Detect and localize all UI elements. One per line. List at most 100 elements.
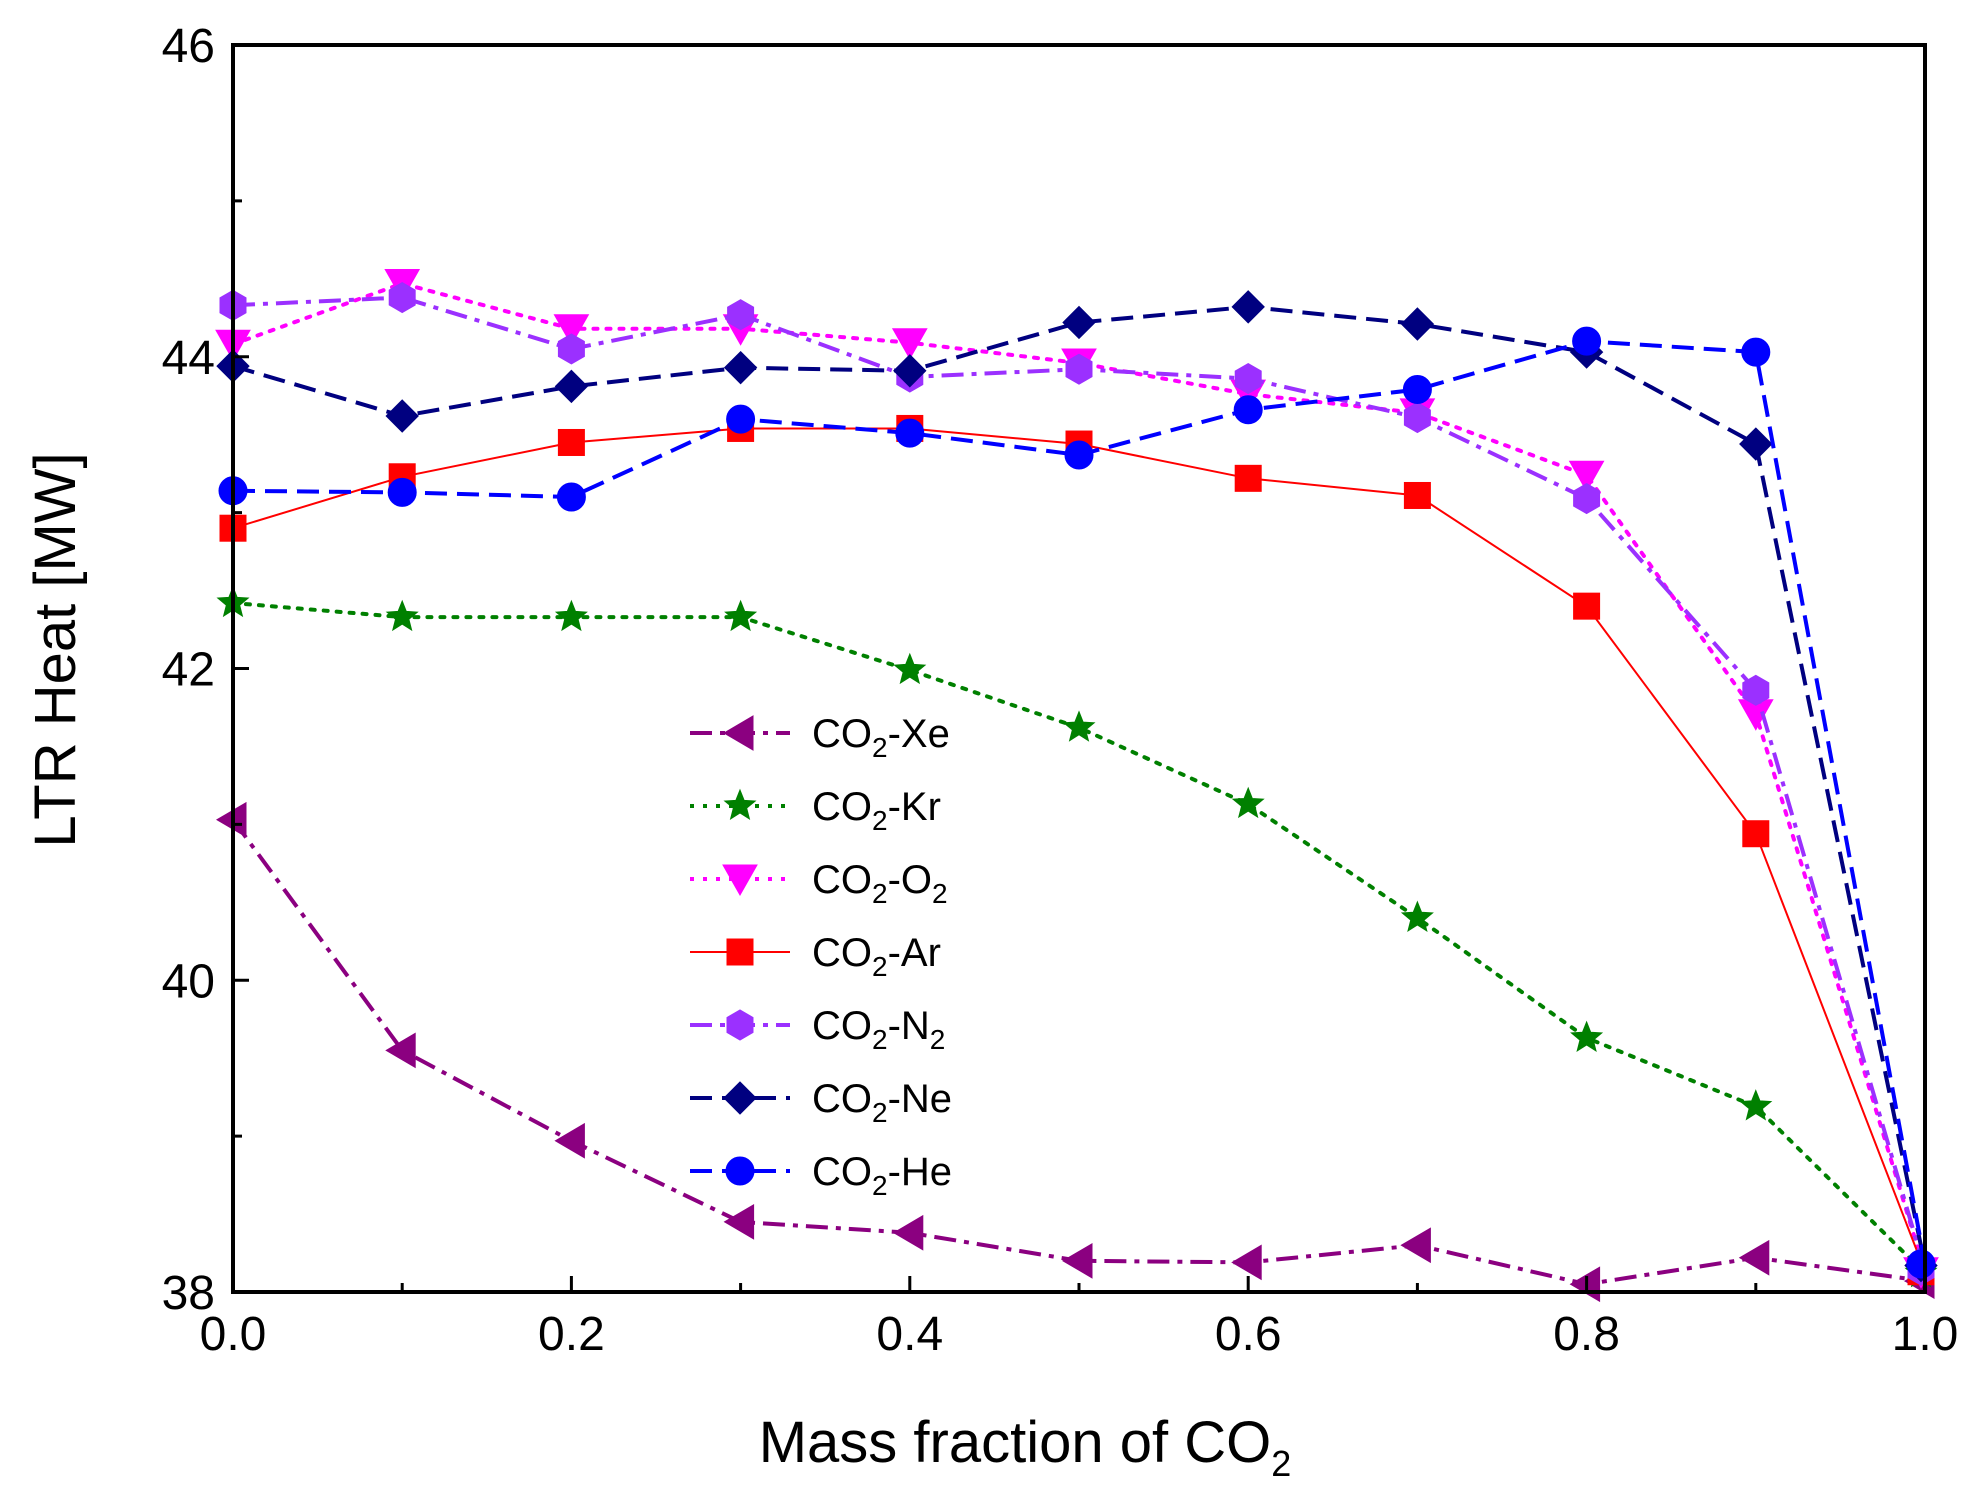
- legend-item-co2-o2: CO2-O2: [690, 858, 948, 909]
- data-point-co2-xe: [1231, 1244, 1262, 1281]
- x-tick-label: 0.6: [1215, 1308, 1282, 1361]
- data-point-co2-ne: [385, 399, 419, 433]
- data-point-co2-n2: [1573, 483, 1601, 515]
- data-point-co2-xe: [1400, 1227, 1431, 1264]
- data-point-co2-ar: [557, 428, 585, 456]
- data-point-co2-kr: [1231, 786, 1265, 819]
- data-point-co2-xe: [723, 1203, 755, 1240]
- legend-marker: [726, 1009, 754, 1041]
- legend-marker: [723, 1081, 757, 1115]
- data-point-co2-ar: [1573, 592, 1601, 620]
- series-layer: [215, 268, 1939, 1303]
- data-point-co2-o2: [891, 328, 928, 360]
- data-point-co2-n2: [388, 281, 416, 314]
- series-co2-o2: [215, 268, 1939, 1289]
- data-point-co2-kr: [1062, 710, 1096, 742]
- legend-item-co2-kr: CO2-Kr: [690, 785, 941, 836]
- data-point-co2-ne: [1400, 307, 1435, 341]
- data-point-co2-xe: [1738, 1239, 1770, 1276]
- x-tick-label: 0.2: [538, 1308, 605, 1361]
- y-axis-title: LTR Heat [MW]: [23, 452, 88, 847]
- y-tick-label: 44: [162, 332, 215, 385]
- legend-marker: [723, 788, 757, 821]
- y-tick-label: 46: [162, 20, 215, 73]
- legend-item-co2-ne: CO2-Ne: [690, 1077, 952, 1128]
- data-point-co2-kr: [1400, 900, 1434, 932]
- data-point-co2-kr: [1570, 1020, 1604, 1052]
- legend-label: CO2-Kr: [812, 785, 941, 836]
- legend-label: CO2-He: [812, 1150, 952, 1201]
- x-tick-label: 0.0: [200, 1308, 267, 1361]
- data-point-co2-ne: [1231, 290, 1265, 324]
- data-point-co2-he: [556, 482, 586, 512]
- legend-label: CO2-Xe: [812, 712, 950, 763]
- data-point-co2-ne: [893, 354, 927, 388]
- series-line-co2-he: [232, 339, 1927, 1265]
- data-point-co2-ne: [1062, 305, 1096, 340]
- data-point-co2-he: [1906, 1249, 1936, 1279]
- series-co2-he: [218, 326, 1936, 1279]
- x-tick-label: 0.8: [1553, 1308, 1620, 1361]
- legend-marker: [726, 938, 754, 966]
- data-point-co2-n2: [1065, 353, 1093, 385]
- series-line-co2-ar: [232, 427, 1926, 1273]
- series-co2-ar: [219, 414, 1935, 1286]
- legend-item-co2-xe: CO2-Xe: [690, 712, 950, 763]
- data-point-co2-he: [726, 404, 756, 434]
- series-co2-kr: [216, 585, 1938, 1288]
- data-point-co2-ne: [723, 350, 758, 385]
- legend-label: CO2-Ne: [812, 1077, 952, 1128]
- legend-label: CO2-O2: [812, 858, 948, 909]
- data-point-co2-he: [387, 477, 417, 507]
- data-point-co2-xe: [385, 1032, 416, 1069]
- data-point-co2-ne: [554, 369, 589, 404]
- legend-marker: [722, 864, 758, 897]
- data-point-co2-n2: [557, 333, 585, 365]
- data-point-co2-n2: [1403, 401, 1431, 434]
- data-point-co2-kr: [385, 599, 419, 632]
- data-point-co2-he: [1064, 440, 1094, 470]
- data-point-co2-he: [895, 418, 925, 448]
- data-point-co2-ar: [1403, 481, 1431, 509]
- data-point-co2-kr: [1739, 1089, 1773, 1121]
- data-point-co2-n2: [727, 299, 755, 331]
- legend-item-co2-he: CO2-He: [690, 1150, 952, 1201]
- data-point-co2-o2: [553, 314, 590, 346]
- x-axis-title-subscript: 2: [1271, 1443, 1291, 1484]
- data-point-co2-kr: [554, 599, 588, 632]
- y-tick-label: 38: [162, 1267, 215, 1320]
- x-tick-label: 1.0: [1892, 1308, 1959, 1361]
- data-point-co2-he: [1741, 337, 1771, 367]
- series-co2-xe: [216, 801, 1935, 1303]
- legend: CO2-Xe CO2-Kr CO2-O2 CO2-Ar CO2-N2 CO2-Ne CO2-…: [690, 712, 952, 1201]
- data-point-co2-he: [1572, 326, 1602, 356]
- ticks-layer: 0.0 0.2 0.4 0.6 0.8 1.0 38 40 42 44 46: [162, 20, 1959, 1361]
- series-co2-ne: [216, 290, 1938, 1283]
- legend-item-co2-ar: CO2-Ar: [690, 931, 941, 982]
- data-point-co2-ar: [1234, 464, 1262, 492]
- plot-frame: [231, 43, 1927, 1294]
- data-point-co2-xe: [554, 1122, 585, 1159]
- data-point-co2-xe: [892, 1214, 924, 1251]
- y-tick-label: 40: [162, 955, 215, 1008]
- data-point-co2-kr: [724, 599, 758, 632]
- y-tick-label: 42: [162, 644, 215, 697]
- legend-item-co2-n2: CO2-N2: [690, 1004, 945, 1055]
- x-axis-title: Mass fraction of CO2: [759, 1410, 1292, 1484]
- data-point-co2-ar: [1742, 820, 1770, 848]
- x-tick-label: 0.4: [876, 1308, 943, 1361]
- series-line-co2-xe: [231, 818, 1926, 1287]
- series-line-co2-kr: [231, 601, 1927, 1276]
- data-point-co2-he: [1402, 374, 1432, 404]
- data-point-co2-ne: [1739, 427, 1773, 461]
- data-point-co2-o2: [1568, 460, 1605, 493]
- data-point-co2-n2: [1234, 362, 1262, 395]
- legend-marker: [723, 715, 754, 751]
- x-axis-title-main: Mass fraction of CO: [759, 1410, 1271, 1475]
- legend-label: CO2-N2: [812, 1004, 945, 1055]
- series-line-co2-o2: [231, 281, 1927, 1274]
- data-point-co2-n2: [1742, 674, 1770, 706]
- data-point-co2-xe: [1062, 1242, 1093, 1279]
- series-line-co2-ne: [232, 304, 1927, 1266]
